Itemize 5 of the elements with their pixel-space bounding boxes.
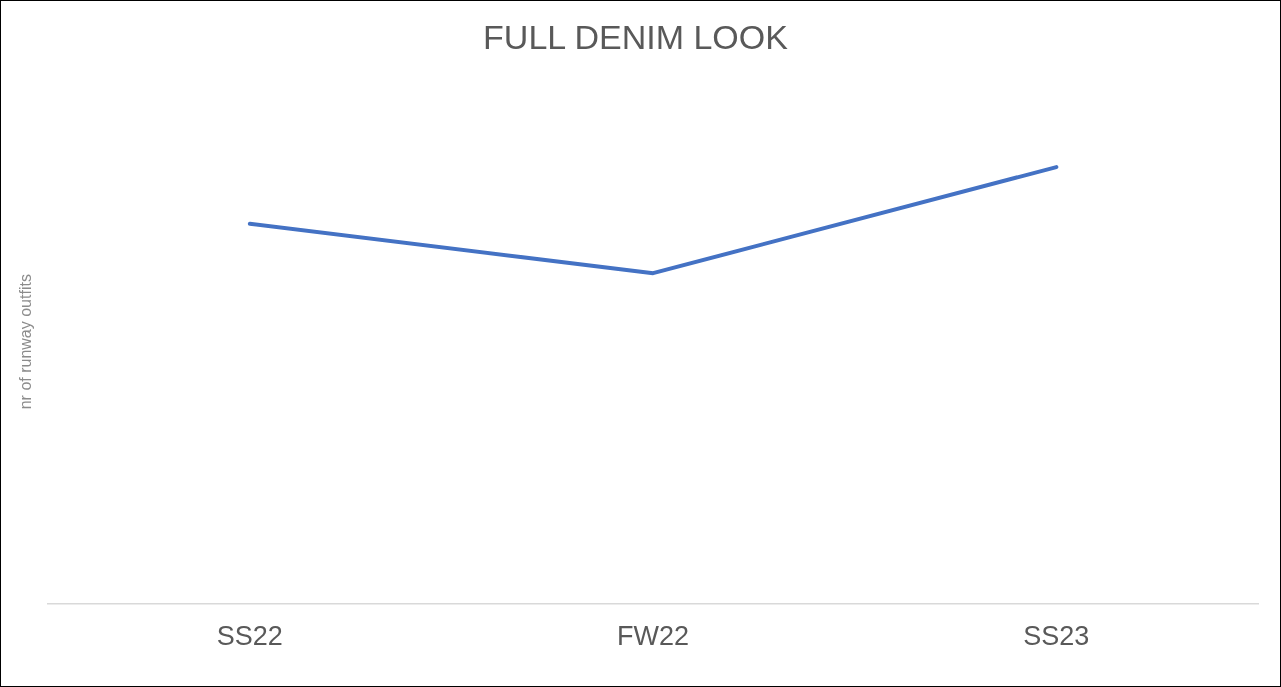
- x-tick-label: SS22: [216, 621, 283, 652]
- x-tick-label: SS23: [1023, 621, 1090, 652]
- chart-title: FULL DENIM LOOK: [483, 17, 789, 56]
- y-axis-title: nr of runway outfits: [17, 274, 35, 410]
- x-tick-label: FW22: [617, 621, 690, 652]
